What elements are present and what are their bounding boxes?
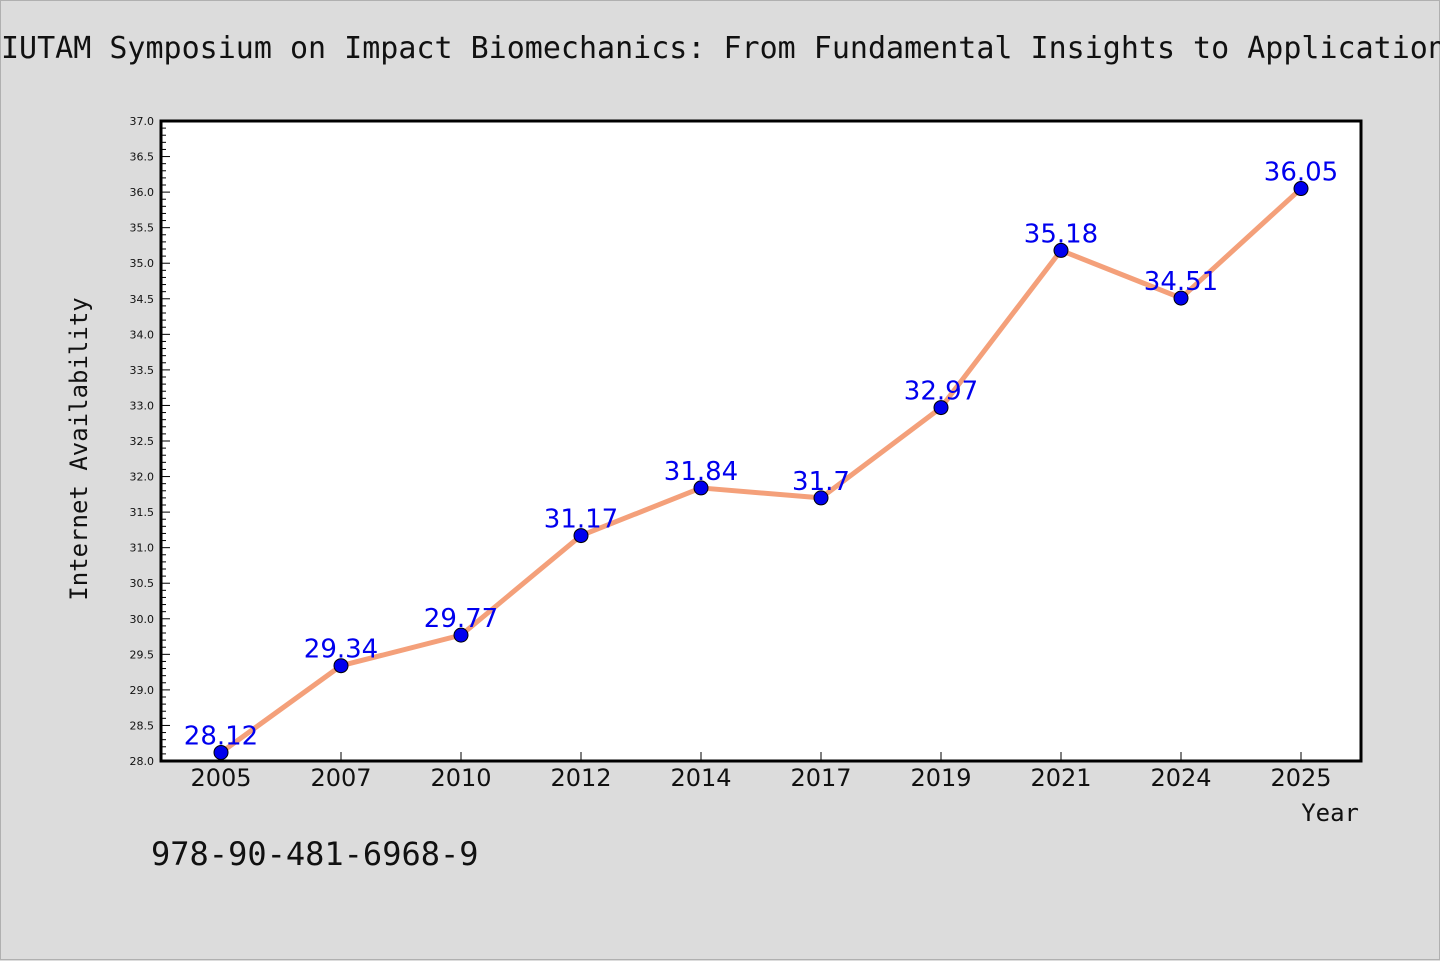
y-tick-label: 34.0	[130, 328, 155, 341]
data-point	[1173, 290, 1189, 306]
y-tick-label: 31.0	[130, 542, 155, 555]
y-tick-label: 31.5	[130, 506, 155, 519]
data-label: 31.84	[664, 457, 738, 487]
data-label: 29.77	[424, 604, 498, 634]
data-point	[453, 627, 469, 643]
data-point	[573, 528, 589, 544]
data-label: 31.17	[544, 505, 618, 535]
series-line	[218, 186, 1304, 755]
data-label: 32.97	[904, 377, 978, 407]
y-tick-label: 35.5	[130, 222, 155, 235]
x-tick-label: 2019	[910, 764, 971, 792]
x-tick-label: 2005	[190, 764, 251, 792]
data-point	[1053, 242, 1069, 258]
data-point	[693, 480, 709, 496]
x-tick-label: 2025	[1270, 764, 1331, 792]
data-label: 35.18	[1024, 219, 1098, 249]
y-tick-label: 36.0	[130, 186, 155, 199]
y-tick-label: 36.5	[130, 151, 155, 164]
plot-border	[159, 119, 1363, 763]
y-tick-label: 37.0	[130, 115, 155, 128]
data-point	[813, 490, 829, 506]
x-tick-label: 2007	[310, 764, 371, 792]
x-tick-label: 2021	[1030, 764, 1091, 792]
x-tick-label: 2017	[790, 764, 851, 792]
y-tick-label: 29.5	[130, 648, 155, 661]
data-labels: 28.12 29.34 29.77 31.17 31.84 31.7 32.97 35.18 3…	[184, 158, 1338, 752]
y-tick-label: 28.5	[130, 719, 155, 732]
isbn-text: 978-90-481-6968-9	[151, 835, 479, 873]
data-label: 29.34	[304, 635, 378, 665]
y-tick-label: 30.5	[130, 577, 155, 590]
plot-area	[161, 121, 1361, 761]
y-axis-label: Internet Availability	[65, 297, 93, 600]
x-tick-label: 2024	[1150, 764, 1211, 792]
chart-title: IUTAM Symposium on Impact Biomechanics: …	[1, 31, 1440, 66]
data-point	[933, 400, 949, 416]
data-point	[333, 658, 349, 674]
x-axis-label: Year	[1301, 799, 1359, 827]
y-tick-label: 32.0	[130, 471, 155, 484]
data-points	[213, 181, 1309, 760]
data-label: 31.7	[792, 467, 850, 497]
y-tick-label: 30.0	[130, 613, 155, 626]
y-tick-label: 29.0	[130, 684, 155, 697]
data-point	[1293, 181, 1309, 197]
x-tick-label: 2010	[430, 764, 491, 792]
data-label: 28.12	[184, 721, 258, 751]
y-tick-label: 34.5	[130, 293, 155, 306]
x-tick-label: 2012	[550, 764, 611, 792]
y-tick-label: 28.0	[130, 755, 155, 768]
y-tick-label: 32.5	[130, 435, 155, 448]
y-tick-label: 33.0	[130, 399, 155, 412]
x-axis: 2005 2007 2010 2012 2014 2017 2019 2021 2024 2025	[190, 752, 1332, 792]
data-point	[213, 744, 229, 760]
data-label: 34.51	[1144, 267, 1218, 297]
y-tick-label: 33.5	[130, 364, 155, 377]
y-tick-label: 35.0	[130, 257, 155, 270]
x-tick-label: 2014	[670, 764, 731, 792]
data-label: 36.05	[1264, 158, 1338, 188]
